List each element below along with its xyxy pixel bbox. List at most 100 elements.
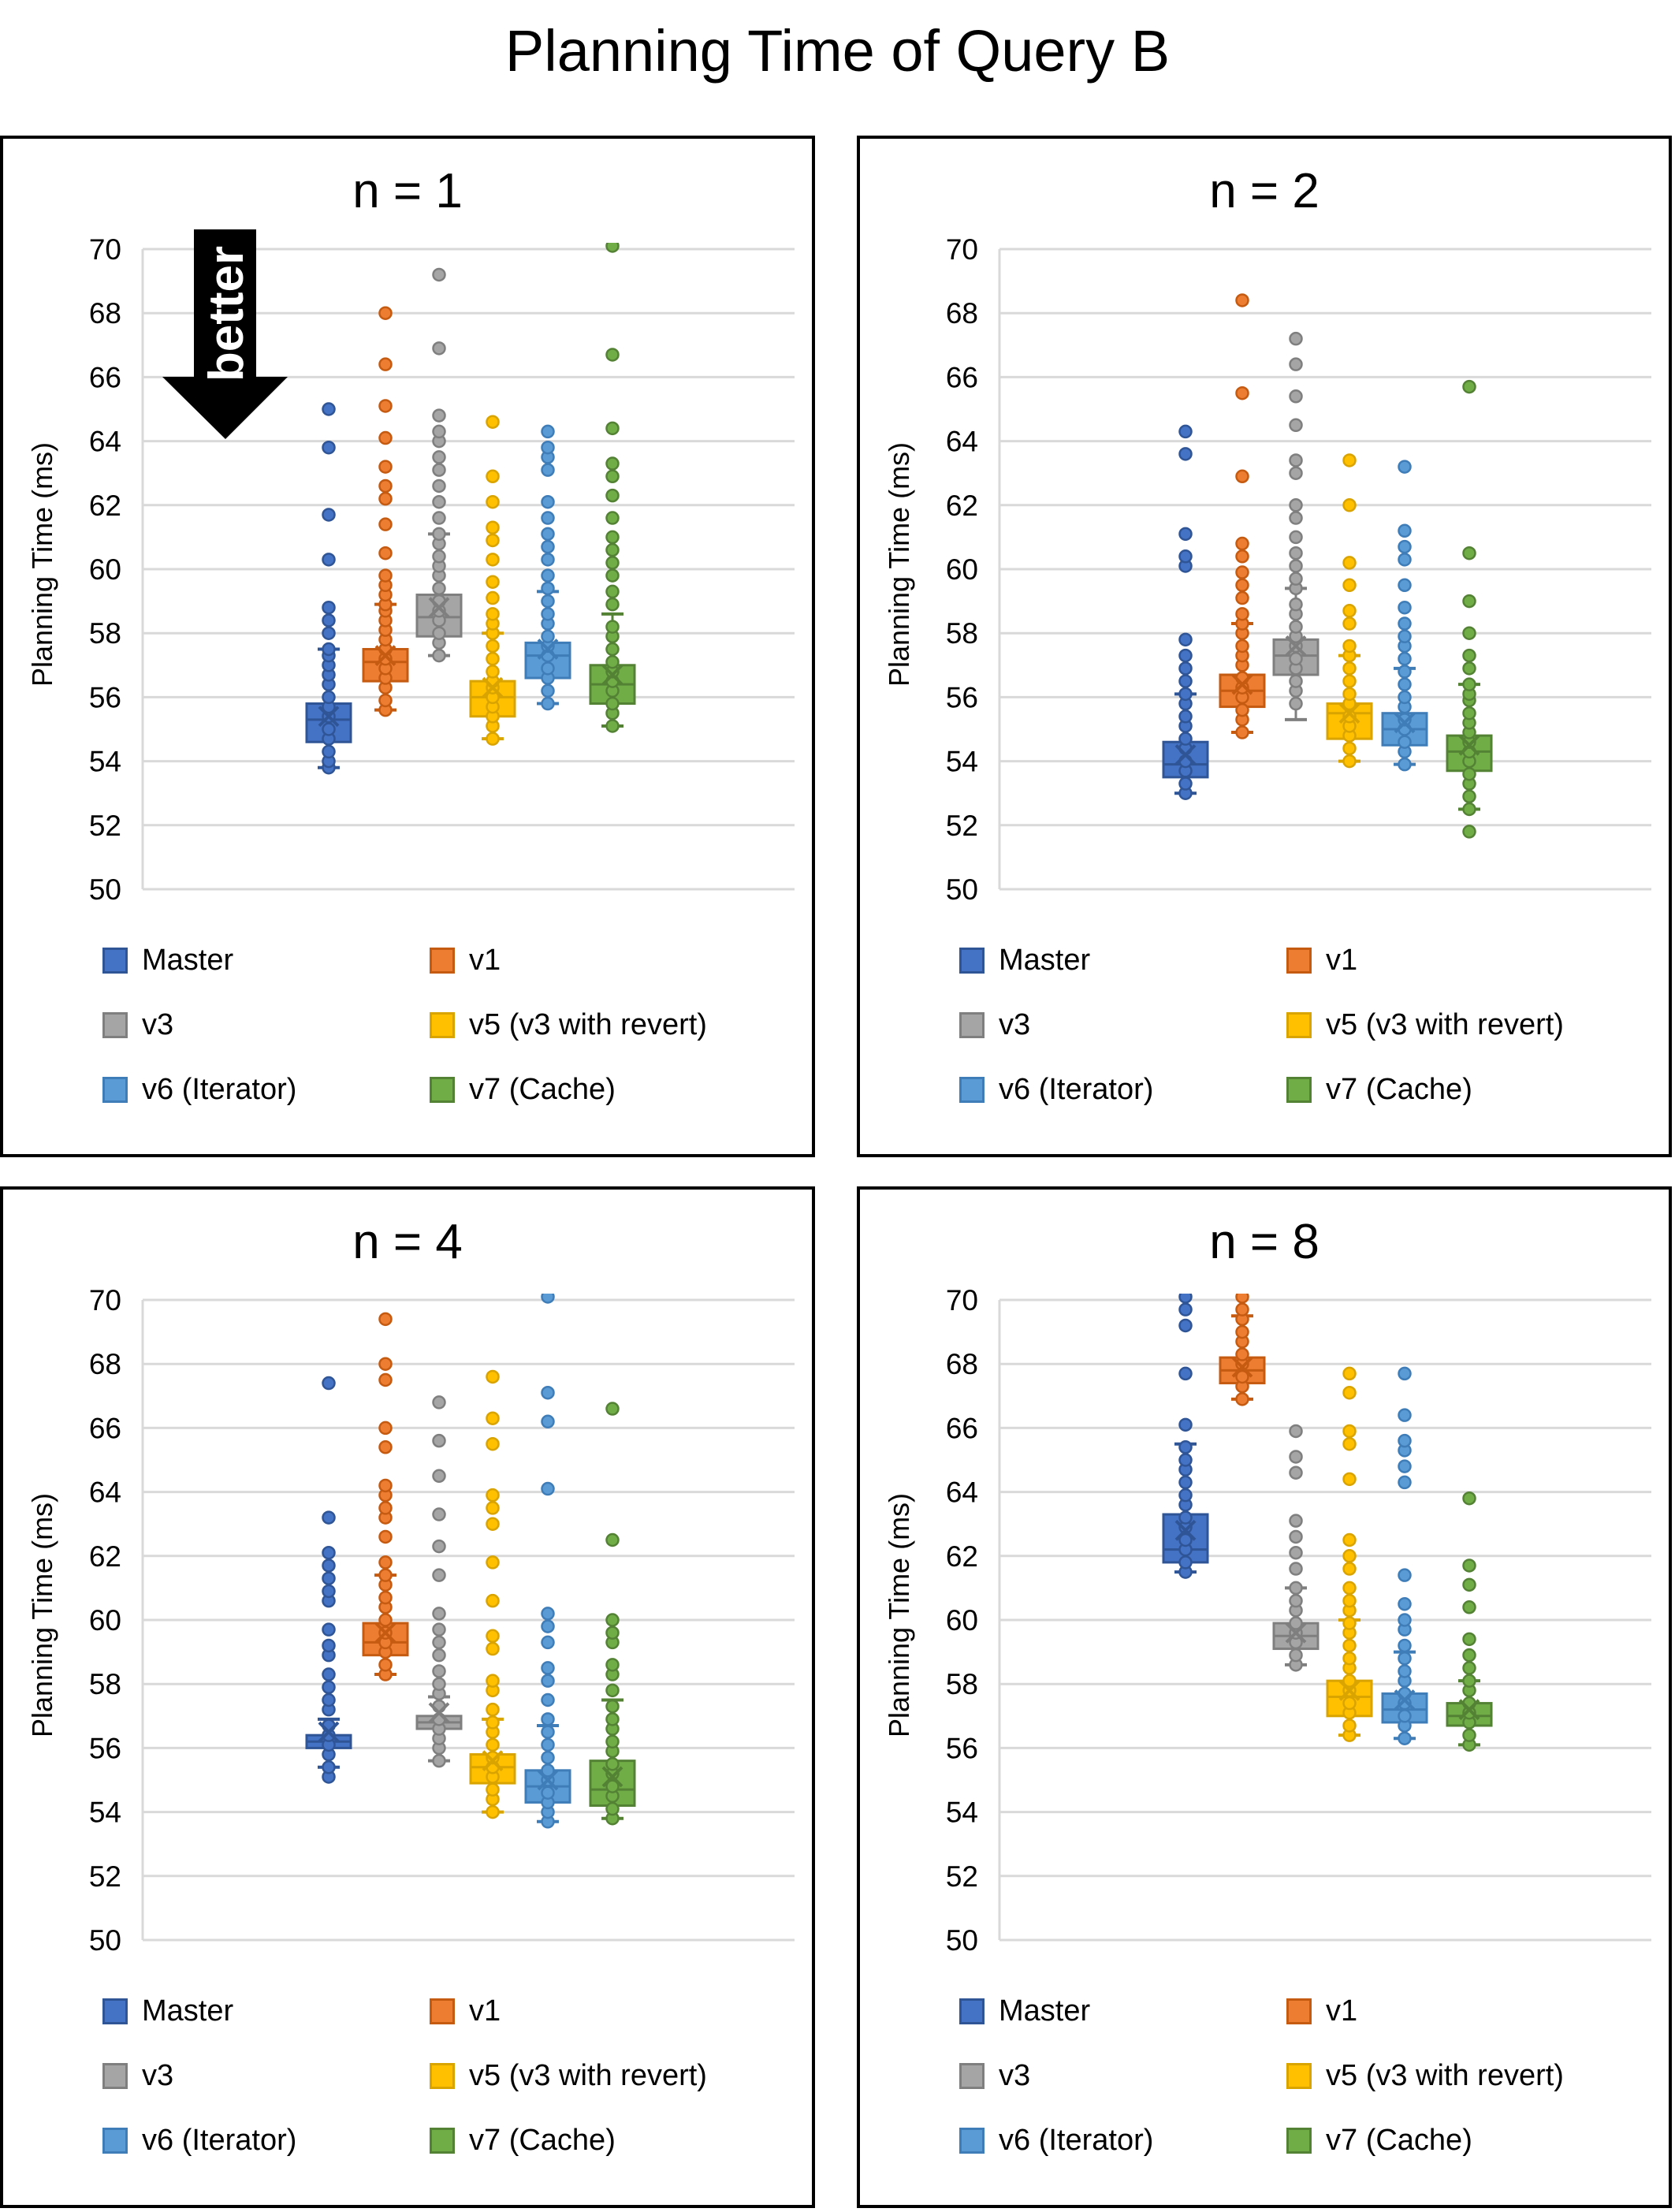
legend-label: v6 (Iterator) — [999, 2124, 1154, 2157]
data-point — [1289, 357, 1303, 371]
y-tick-label: 60 — [946, 553, 978, 586]
data-point — [1178, 1510, 1193, 1525]
legend-label: v7 (Cache) — [1326, 1073, 1472, 1106]
data-point — [1398, 616, 1412, 631]
data-point — [605, 1699, 620, 1714]
data-point — [1462, 1728, 1476, 1742]
y-tick-label: 50 — [946, 1924, 978, 1957]
y-tick-label: 54 — [946, 746, 978, 778]
data-point — [322, 1760, 336, 1774]
data-point — [1342, 1719, 1357, 1733]
data-point — [1342, 741, 1357, 756]
data-point — [486, 1411, 500, 1425]
data-point — [1178, 1440, 1193, 1454]
mean-marker — [482, 676, 504, 698]
mean-marker — [374, 1622, 396, 1644]
data-point — [378, 491, 393, 506]
legend-label: Master — [142, 944, 234, 977]
mean-marker — [1458, 1699, 1480, 1721]
y-tick-label: 58 — [89, 617, 121, 650]
data-point — [605, 620, 620, 634]
data-point — [1398, 1638, 1412, 1653]
data-point — [541, 1607, 555, 1621]
data-point — [1289, 597, 1303, 612]
data-point — [605, 556, 620, 570]
data-point — [1178, 1475, 1193, 1490]
data-point — [322, 1571, 336, 1585]
data-point — [378, 568, 393, 583]
y-tick-label: 70 — [89, 1284, 121, 1316]
box-series-v7-cache — [589, 1402, 636, 1826]
data-point — [432, 1677, 446, 1691]
y-tick-label: 66 — [89, 361, 121, 393]
data-point — [541, 629, 555, 644]
plot-area: 50 52 54 56 58 60 62 64 66 68 70 — [89, 1284, 795, 1957]
box-series-v1 — [1219, 293, 1266, 739]
legend-item-v7-cache: v7 (Cache) — [1286, 2124, 1472, 2158]
arrow-shape — [162, 229, 288, 439]
data-point — [1289, 530, 1303, 545]
data-point — [605, 597, 620, 612]
data-point — [605, 696, 620, 711]
data-point — [1342, 578, 1357, 593]
y-tick-label: 52 — [946, 1860, 978, 1893]
legend-item-master: Master — [102, 944, 233, 978]
y-tick-label: 50 — [89, 1924, 121, 1957]
box-series-v6-iterator — [1381, 460, 1428, 772]
data-point — [1398, 523, 1412, 538]
mean-marker — [601, 1766, 623, 1788]
data-point — [1342, 754, 1357, 769]
legend-swatch — [1286, 948, 1312, 974]
data-point — [486, 1555, 500, 1570]
data-point — [605, 1658, 620, 1672]
legend-item-v6-iterator: v6 (Iterator) — [102, 1073, 296, 1107]
data-point — [322, 1693, 336, 1707]
data-point — [1178, 1555, 1193, 1570]
legend-item-v7-cache: v7 (Cache) — [430, 2124, 616, 2158]
box-series-v3 — [1272, 331, 1320, 721]
data-point — [1462, 661, 1476, 676]
legend-swatch — [1286, 1077, 1312, 1103]
data-point — [486, 575, 500, 589]
legend-label: v7 (Cache) — [469, 1073, 616, 1106]
data-point — [432, 450, 446, 464]
data-point — [1342, 1436, 1357, 1451]
legend-swatch — [102, 1077, 128, 1103]
data-point — [1289, 559, 1303, 573]
data-point — [1235, 590, 1249, 605]
data-point — [432, 408, 446, 423]
data-point — [1462, 648, 1476, 663]
data-point — [378, 1501, 393, 1515]
data-point — [541, 1737, 555, 1752]
data-point — [1398, 1709, 1412, 1723]
mean-marker — [428, 597, 450, 619]
legend-label: v5 (v3 with revert) — [469, 2059, 707, 2092]
data-point — [1178, 1318, 1193, 1333]
data-point — [541, 1294, 555, 1304]
data-point — [1342, 1696, 1357, 1711]
data-point — [432, 1395, 446, 1409]
data-point — [1235, 702, 1249, 717]
y-tick-label: 52 — [89, 810, 121, 842]
data-point — [1342, 1385, 1357, 1400]
data-point — [1462, 802, 1476, 817]
data-point — [605, 469, 620, 484]
data-point — [486, 469, 500, 484]
legend-swatch — [430, 2063, 455, 2089]
better-arrow-icon: better — [162, 229, 288, 439]
data-point — [1342, 1651, 1357, 1666]
data-point — [1178, 424, 1193, 439]
data-point — [1342, 1366, 1357, 1381]
y-tick-label: 70 — [946, 1284, 978, 1316]
data-point — [1342, 453, 1357, 467]
mean-marker — [428, 1702, 450, 1724]
data-point — [1178, 632, 1193, 647]
data-point — [1289, 1545, 1303, 1560]
data-point — [1178, 549, 1193, 564]
y-tick-label: 66 — [89, 1412, 121, 1444]
data-point — [541, 539, 555, 554]
data-point — [1398, 677, 1412, 691]
y-tick-label: 52 — [89, 1860, 121, 1893]
data-point — [1235, 607, 1249, 621]
data-point — [541, 1693, 555, 1707]
